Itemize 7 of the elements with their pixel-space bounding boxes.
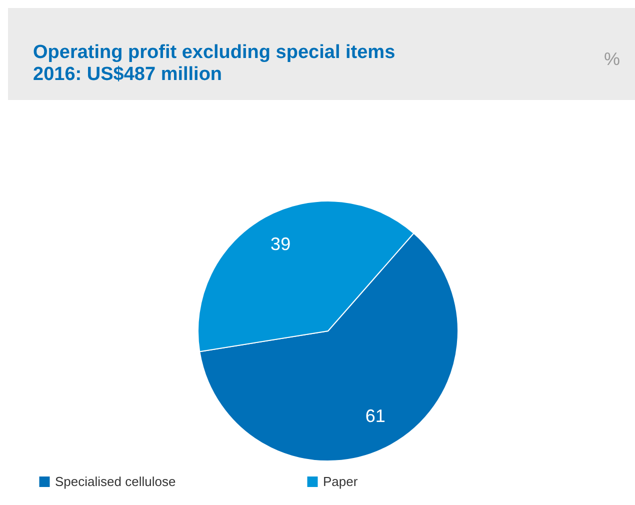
data-label: 61 <box>365 406 386 426</box>
data-label: 39 <box>270 234 291 254</box>
chart-subtitle: 2016: US$487 million <box>33 64 222 85</box>
legend-label: Paper <box>323 474 358 489</box>
legend-label: Specialised cellulose <box>55 474 176 489</box>
chart-title: Operating profit excluding special items <box>33 42 396 63</box>
text: % <box>604 49 620 69</box>
